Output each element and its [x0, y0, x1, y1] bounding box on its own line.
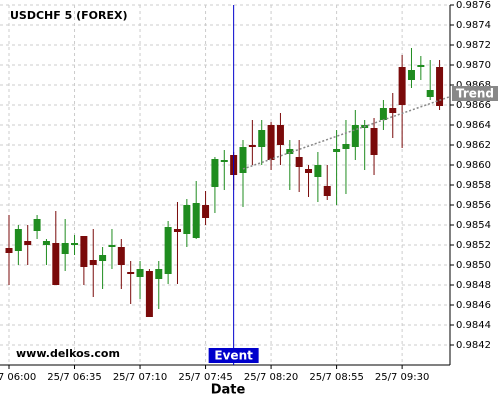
- candle-body: [5, 248, 13, 253]
- trend-line: [242, 96, 450, 170]
- y-tick-label: 0.9848: [456, 280, 491, 291]
- y-tick-label: 0.9864: [456, 120, 491, 131]
- x-tick-label: 25/7 08:55: [309, 372, 363, 383]
- candle-body: [342, 144, 350, 149]
- y-tick-label: 0.9866: [456, 100, 491, 111]
- candle-body: [417, 65, 425, 67]
- y-tick-label: 0.9876: [456, 0, 491, 11]
- candle-body: [258, 130, 266, 147]
- candle-body: [183, 205, 191, 234]
- candle-body: [24, 241, 32, 245]
- candle-body: [323, 186, 331, 196]
- x-tick-label: 25/7 07:10: [113, 372, 167, 383]
- event-label-box: [208, 348, 259, 363]
- x-tick-label: 25/7 08:20: [244, 372, 298, 383]
- candle-body: [389, 108, 397, 113]
- y-tick-label: 0.9854: [456, 220, 491, 231]
- candle-body: [295, 157, 303, 167]
- candle-body: [379, 108, 387, 120]
- candle-body: [164, 227, 172, 274]
- candle-body: [33, 219, 41, 231]
- y-tick-label: 0.9862: [456, 140, 491, 151]
- candle-body: [52, 243, 60, 285]
- candle-body: [145, 271, 153, 317]
- y-tick-label: 0.9844: [456, 320, 491, 331]
- trend-label-box: [452, 86, 498, 101]
- candle-body: [239, 147, 247, 173]
- y-tick-label: 0.9874: [456, 20, 491, 31]
- candle-body: [89, 260, 97, 265]
- x-axis-title: Date: [211, 383, 246, 398]
- candle-body: [71, 243, 79, 245]
- x-tick-label: 25/7 06:00: [0, 372, 36, 383]
- candle-body: [61, 243, 69, 254]
- candle-body: [314, 165, 322, 177]
- chart-title: USDCHF 5 (FOREX): [10, 9, 127, 22]
- candle-body: [220, 160, 228, 162]
- y-tick-label: 0.9856: [456, 200, 491, 211]
- candle-body: [42, 241, 50, 245]
- candle-body: [117, 247, 125, 265]
- candle-body: [192, 203, 200, 238]
- y-tick-label: 0.9842: [456, 340, 491, 351]
- y-tick-label: 0.9850: [456, 260, 491, 271]
- candle-body: [286, 149, 294, 154]
- watermark: www.delkos.com: [16, 347, 120, 360]
- y-tick-label: 0.9852: [456, 240, 491, 251]
- candle-body: [80, 236, 88, 267]
- candle-body: [173, 229, 181, 232]
- candle-body: [333, 149, 341, 152]
- candle-body: [436, 67, 444, 106]
- candle-body: [155, 269, 163, 279]
- candle-body: [276, 125, 284, 145]
- candle-body: [370, 128, 378, 155]
- candle-body: [305, 169, 313, 173]
- trend-label: Trend: [456, 87, 494, 101]
- y-tick-label: 0.9860: [456, 160, 491, 171]
- y-tick-label: 0.9846: [456, 300, 491, 311]
- candle-body: [127, 272, 135, 274]
- candle-body: [202, 205, 210, 218]
- candle-body: [248, 145, 256, 147]
- y-tick-label: 0.9870: [456, 60, 491, 71]
- y-tick-label: 0.9868: [456, 80, 491, 91]
- candle-body: [398, 67, 406, 105]
- event-label: Event: [214, 349, 253, 363]
- candle-body: [407, 70, 415, 80]
- candle-body: [351, 125, 359, 147]
- candle-body: [267, 125, 275, 160]
- candle-body: [99, 255, 107, 261]
- candle-body: [211, 159, 219, 187]
- y-tick-label: 0.9872: [456, 40, 491, 51]
- x-tick-label: 25/7 07:45: [178, 372, 232, 383]
- candle-body: [14, 229, 22, 251]
- candle-body: [136, 269, 144, 277]
- candle-body: [108, 245, 116, 247]
- x-tick-label: 25/7 09:30: [375, 372, 429, 383]
- x-tick-label: 25/7 06:35: [47, 372, 101, 383]
- y-tick-label: 0.9858: [456, 180, 491, 191]
- candle-body: [426, 90, 434, 97]
